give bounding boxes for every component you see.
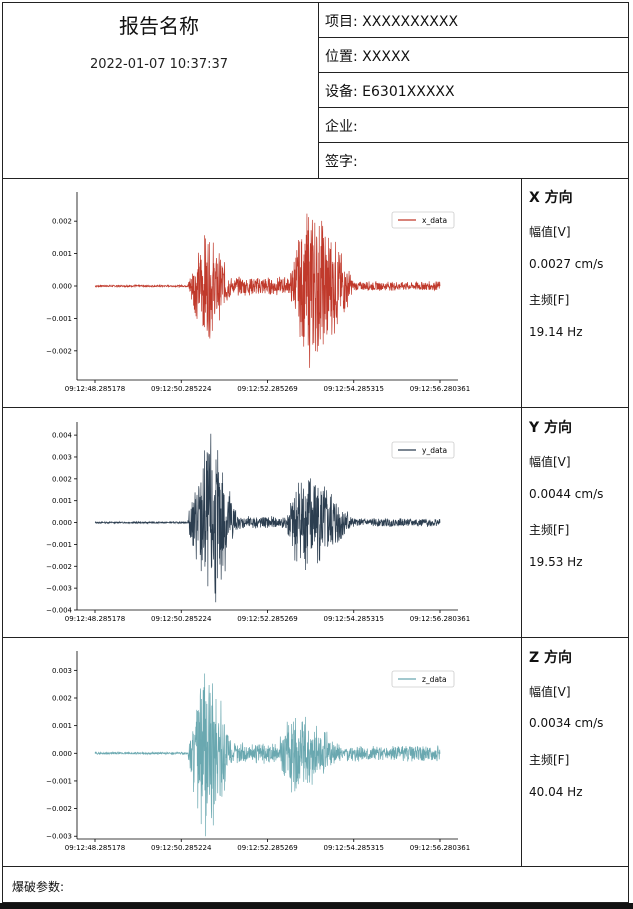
y-tick-label: 0.000 bbox=[52, 750, 72, 758]
blast-params-label: 爆破参数: bbox=[12, 880, 65, 894]
legend-label: x_data bbox=[422, 216, 447, 225]
info-label: 项目: bbox=[325, 14, 358, 30]
report-title: 报告名称 bbox=[119, 14, 199, 38]
info-project: 项目: XXXXXXXXXX bbox=[325, 11, 458, 31]
header-bottom-line bbox=[2, 178, 629, 179]
z-frequency-label: 主频[F] bbox=[529, 753, 570, 767]
y-tick-label: −0.002 bbox=[46, 563, 72, 571]
y-tick-label: −0.004 bbox=[46, 607, 72, 615]
x-tick-label: 09:12:50.285224 bbox=[151, 615, 212, 623]
report-datetime: 2022-01-07 10:37:37 bbox=[89, 57, 229, 72]
y-tick-label: 0.002 bbox=[52, 218, 72, 226]
legend-box bbox=[391, 441, 455, 459]
y-tick-label: −0.001 bbox=[46, 541, 72, 549]
x-tick-label: 09:12:50.285224 bbox=[151, 385, 212, 393]
x-tick-label: 09:12:48.285178 bbox=[65, 385, 125, 393]
y-tick-label: −0.003 bbox=[46, 585, 72, 593]
series-line-z_data bbox=[94, 673, 441, 837]
info-value: XXXXX bbox=[362, 49, 411, 65]
series-line-y_data bbox=[94, 433, 441, 603]
x-tick-label: 09:12:52.285269 bbox=[237, 385, 297, 393]
y-tick-label: −0.001 bbox=[46, 315, 72, 323]
info-row-line bbox=[318, 107, 629, 108]
info-label: 企业: bbox=[325, 119, 358, 135]
y-amplitude-value: 0.0044 cm/s bbox=[529, 487, 604, 501]
x-tick-label: 09:12:56.280361 bbox=[410, 615, 470, 623]
x-amplitude-value: 0.0027 cm/s bbox=[529, 257, 604, 271]
y-tick-label: 0.000 bbox=[52, 283, 72, 291]
x-frequency-label: 主频[F] bbox=[529, 293, 570, 307]
y-tick-label: 0.001 bbox=[52, 250, 72, 258]
y-direction-chart: −0.004 −0.003 −0.002 −0.001 0.000 0.001 0.002 0… bbox=[46, 422, 470, 623]
x-tick-label: 09:12:48.285178 bbox=[65, 844, 125, 852]
z-amplitude-label: 幅值[V] bbox=[529, 685, 571, 699]
x-direction-chart: −0.002 −0.001 0.000 0.001 0.002 09:12:48.2851… bbox=[46, 192, 470, 393]
info-company: 企业: bbox=[325, 116, 358, 136]
info-device: 设备: E6301XXXXX bbox=[325, 81, 455, 101]
legend-label: z_data bbox=[422, 675, 447, 684]
x-frequency-value: 19.14 Hz bbox=[529, 325, 583, 339]
info-label: 设备: bbox=[325, 84, 358, 100]
y-amplitude-label: 幅值[V] bbox=[529, 455, 571, 469]
info-row-line bbox=[318, 37, 629, 38]
y-tick-label: −0.001 bbox=[46, 777, 72, 785]
x-tick-label: 09:12:50.285224 bbox=[151, 844, 212, 852]
legend-box bbox=[391, 670, 455, 688]
x-tick-label: 09:12:54.285315 bbox=[324, 385, 384, 393]
x-tick-label: 09:12:52.285269 bbox=[237, 844, 297, 852]
legend-box bbox=[391, 211, 455, 229]
section-line bbox=[2, 637, 629, 638]
x-tick-label: 09:12:54.285315 bbox=[324, 615, 384, 623]
y-section-heading: Y 方向 bbox=[529, 420, 573, 436]
y-tick-label: 0.002 bbox=[52, 695, 72, 703]
z-frequency-value: 40.04 Hz bbox=[529, 785, 583, 799]
y-tick-label: 0.004 bbox=[52, 432, 73, 440]
y-tick-label: 0.001 bbox=[52, 722, 72, 730]
info-signature: 签字: bbox=[325, 151, 358, 171]
y-tick-label: 0.003 bbox=[52, 667, 72, 675]
section-line bbox=[2, 866, 629, 867]
z-section-heading: Z 方向 bbox=[529, 650, 573, 666]
legend-label: y_data bbox=[422, 446, 447, 455]
info-value: E6301XXXXX bbox=[362, 84, 455, 100]
info-row-line bbox=[318, 142, 629, 143]
info-row-line bbox=[318, 72, 629, 73]
x-tick-label: 09:12:48.285178 bbox=[65, 615, 125, 623]
info-value: XXXXXXXXXX bbox=[362, 14, 459, 30]
y-tick-label: −0.003 bbox=[46, 833, 72, 841]
header-divider bbox=[318, 2, 319, 179]
x-tick-label: 09:12:56.280361 bbox=[410, 844, 470, 852]
info-label: 位置: bbox=[325, 49, 358, 65]
y-tick-label: 0.000 bbox=[52, 519, 72, 527]
info-location: 位置: XXXXX bbox=[325, 46, 410, 66]
x-section-heading: X 方向 bbox=[529, 190, 573, 206]
section-divider bbox=[521, 178, 522, 867]
y-tick-label: −0.002 bbox=[46, 805, 72, 813]
z-direction-chart: −0.003 −0.002 −0.001 0.000 0.001 0.002 0.003 09… bbox=[46, 651, 470, 852]
x-tick-label: 09:12:54.285315 bbox=[324, 844, 384, 852]
y-tick-label: 0.003 bbox=[52, 453, 72, 461]
section-line bbox=[2, 407, 629, 408]
y-tick-label: −0.002 bbox=[46, 347, 72, 355]
y-frequency-value: 19.53 Hz bbox=[529, 555, 583, 569]
x-tick-label: 09:12:52.285269 bbox=[237, 615, 297, 623]
y-tick-label: 0.002 bbox=[52, 475, 72, 483]
y-tick-label: 0.001 bbox=[52, 497, 72, 505]
x-tick-label: 09:12:56.280361 bbox=[410, 385, 470, 393]
x-amplitude-label: 幅值[V] bbox=[529, 225, 571, 239]
y-frequency-label: 主频[F] bbox=[529, 523, 570, 537]
series-line-x_data bbox=[94, 213, 441, 368]
info-label: 签字: bbox=[325, 154, 358, 170]
page-bottom-bar bbox=[0, 903, 633, 909]
z-amplitude-value: 0.0034 cm/s bbox=[529, 716, 604, 730]
